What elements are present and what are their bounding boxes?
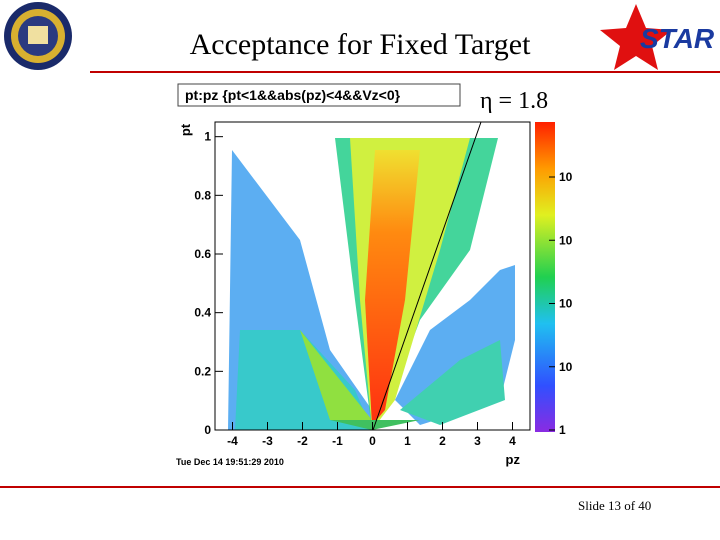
y-tick-label: 0.2 <box>194 364 211 378</box>
x-tick-label: -4 <box>227 434 238 448</box>
y-tick-label: 0.4 <box>194 306 211 320</box>
plot-title: pt:pz {pt<1&&abs(pz)<4&&Vz<0} <box>185 87 401 103</box>
eta-line <box>372 121 482 431</box>
colorbar-label: 10 <box>559 360 573 374</box>
svg-text:STAR: STAR <box>640 23 715 54</box>
slide-number: Slide 13 of 40 <box>578 498 651 513</box>
slide-title: Acceptance for Fixed Target <box>190 28 531 61</box>
university-seal <box>4 2 72 70</box>
x-tick-label: 4 <box>509 434 516 448</box>
histogram-area <box>228 138 515 430</box>
y-tick-label: 0.6 <box>194 247 211 261</box>
x-tick-label: 1 <box>404 434 411 448</box>
colorbar <box>535 122 555 432</box>
colorbar-label: 10 <box>559 233 573 247</box>
colorbar-label: 1 <box>559 423 566 437</box>
y-axis-label: pt <box>178 123 193 136</box>
x-axis-label: pz <box>506 452 521 467</box>
eta-annotation: η = 1.8 <box>480 88 548 114</box>
x-tick-label: 2 <box>439 434 446 448</box>
y-tick-label: 0 <box>204 423 211 437</box>
colorbar-label: 10 <box>559 297 573 311</box>
x-tick-label: 3 <box>474 434 481 448</box>
plot-title-box <box>177 83 461 107</box>
timestamp: Tue Dec 14 19:51:29 2010 <box>176 457 284 467</box>
star-logo: STAR <box>600 4 715 70</box>
colorbar-label: 10 <box>559 170 573 184</box>
x-tick-label: -1 <box>332 434 343 448</box>
x-tick-label: -3 <box>262 434 273 448</box>
y-tick-label: 0.8 <box>194 188 211 202</box>
y-tick-label: 1 <box>204 130 211 144</box>
x-tick-label: 0 <box>369 434 376 448</box>
x-tick-label: -2 <box>297 434 308 448</box>
